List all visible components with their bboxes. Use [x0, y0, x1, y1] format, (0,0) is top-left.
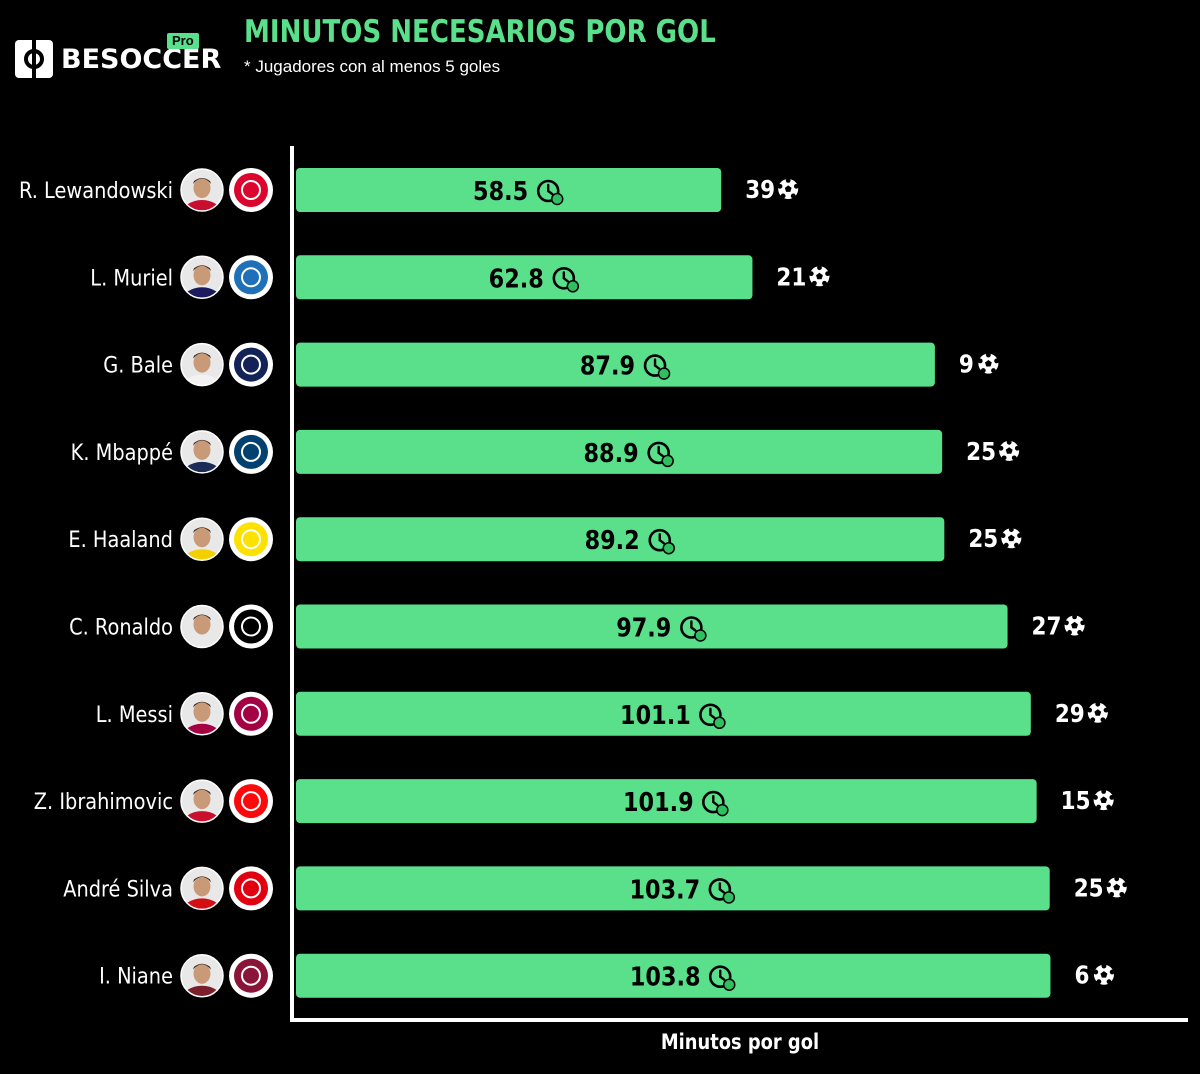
category-label: L. Muriel	[90, 265, 173, 290]
avatar-andre-silva-icon	[180, 866, 224, 911]
tottenham-crest-icon	[229, 342, 273, 387]
logo-text: BESOCCER	[61, 44, 222, 75]
header: BESOCCER Pro MINUTOS NECESARIOS POR GOL …	[0, 0, 1200, 120]
chart-row: L. Messi 101.1 29	[96, 691, 1109, 736]
psg-crest-icon	[229, 429, 273, 474]
ac-milan-crest-icon	[229, 779, 273, 824]
besoccer-logo[interactable]: BESOCCER Pro	[15, 30, 230, 82]
chart-row: I. Niane 103.8 6	[99, 953, 1115, 998]
bar-value-label: 101.9	[623, 786, 694, 817]
category-label: Z. Ibrahimovic	[34, 789, 173, 814]
bar	[296, 691, 1031, 736]
clock-icon	[552, 266, 580, 293]
bar-value-label: 103.7	[630, 874, 701, 905]
avatar-mbappe-icon	[180, 430, 224, 474]
bayern-munchen-crest-icon	[229, 168, 273, 212]
besoccer-logo-icon	[15, 40, 53, 78]
bar	[296, 342, 935, 387]
bar-value-label: 89.2	[585, 525, 640, 556]
avatar-messi-icon	[180, 692, 224, 736]
goals-label: 25	[1074, 874, 1104, 903]
clock-icon	[643, 354, 671, 380]
goals-label: 15	[1061, 787, 1091, 816]
bar-value-label: 58.5	[473, 175, 528, 206]
chart-row: R. Lewandowski 58.5 39	[19, 168, 799, 212]
soccer-ball-icon	[777, 178, 799, 199]
bar-value-label: 101.1	[620, 699, 691, 730]
avatar-niane-icon	[180, 953, 224, 998]
category-label: C. Ronaldo	[69, 614, 173, 639]
soccer-ball-icon	[1093, 963, 1115, 985]
category-label: G. Bale	[103, 352, 173, 377]
category-label: L. Messi	[96, 702, 173, 727]
chart-title: MINUTOS NECESARIOS POR GOL	[244, 14, 716, 50]
goals-label: 25	[968, 525, 998, 554]
category-label: E. Haaland	[68, 527, 173, 552]
fc-metz-crest-icon	[229, 953, 273, 998]
goals-label: 29	[1055, 699, 1085, 728]
goals-label: 27	[1032, 612, 1062, 641]
clock-icon	[536, 179, 564, 206]
logo-pro-badge: Pro	[167, 33, 199, 49]
goals-label: 6	[1074, 961, 1089, 990]
soccer-ball-icon	[977, 352, 999, 374]
avatar-lewandowski-icon	[180, 168, 224, 212]
chart-row: G. Bale 87.9 9	[103, 342, 999, 387]
avatar-ibrahimovic-icon	[180, 779, 224, 823]
eintracht-frankfurt-crest-icon	[229, 866, 273, 911]
bar-value-label: 103.8	[630, 961, 701, 992]
chart-row: K. Mbappé 88.9 25	[71, 429, 1020, 474]
bar	[296, 429, 943, 474]
bar	[296, 953, 1051, 998]
chart-row: Z. Ibrahimovic 101.9 15	[34, 779, 1115, 824]
soccer-ball-icon	[1000, 527, 1022, 549]
soccer-ball-icon	[1106, 876, 1128, 898]
goals-label: 9	[959, 350, 974, 379]
chart-row: L. Muriel 62.8 21	[90, 255, 831, 300]
juventus-crest-icon	[229, 604, 273, 649]
chart-subtitle: * Jugadores con al menos 5 goles	[244, 57, 501, 76]
soccer-ball-icon	[808, 265, 831, 287]
x-axis-label: Minutos por gol	[660, 1030, 820, 1054]
barcelona-crest-icon	[229, 691, 273, 736]
avatar-ronaldo-icon	[180, 604, 224, 649]
bar-value-label: 88.9	[584, 437, 639, 468]
goals-label: 25	[966, 437, 996, 466]
soccer-ball-icon	[998, 439, 1020, 461]
avatar-bale-icon	[180, 342, 224, 387]
category-label: K. Mbappé	[71, 440, 173, 465]
chart-row: André Silva 103.7 25	[63, 866, 1128, 911]
clock-icon	[680, 616, 707, 642]
chart-row: C. Ronaldo 97.9 27	[69, 604, 1086, 649]
clock-icon	[702, 790, 729, 817]
clock-icon	[708, 878, 736, 904]
bar	[296, 604, 1008, 649]
clock-icon	[699, 703, 726, 730]
clock-icon	[647, 441, 674, 468]
bar-value-label: 97.9	[616, 612, 671, 643]
bar	[296, 779, 1037, 824]
soccer-ball-icon	[1087, 701, 1109, 723]
bar	[296, 517, 945, 562]
borussia-dortmund-crest-icon	[229, 517, 273, 562]
category-label: R. Lewandowski	[19, 178, 173, 203]
soccer-ball-icon	[1093, 789, 1115, 811]
clock-icon	[648, 528, 676, 555]
goals-label: 21	[776, 263, 806, 292]
avatar-muriel-icon	[180, 255, 224, 300]
chart-row: E. Haaland 89.2 25	[68, 517, 1022, 562]
atalanta-crest-icon	[229, 255, 273, 300]
clock-icon	[708, 965, 736, 991]
goals-label: 39	[745, 175, 775, 204]
bar	[296, 168, 722, 212]
avatar-haaland-icon	[180, 517, 224, 561]
bar-value-label: 87.9	[580, 350, 635, 381]
category-label: I. Niane	[99, 964, 173, 989]
category-label: André Silva	[63, 876, 173, 901]
soccer-ball-icon	[1063, 614, 1086, 636]
bar-value-label: 62.8	[489, 263, 544, 294]
bar	[296, 866, 1050, 911]
bar	[296, 255, 753, 300]
